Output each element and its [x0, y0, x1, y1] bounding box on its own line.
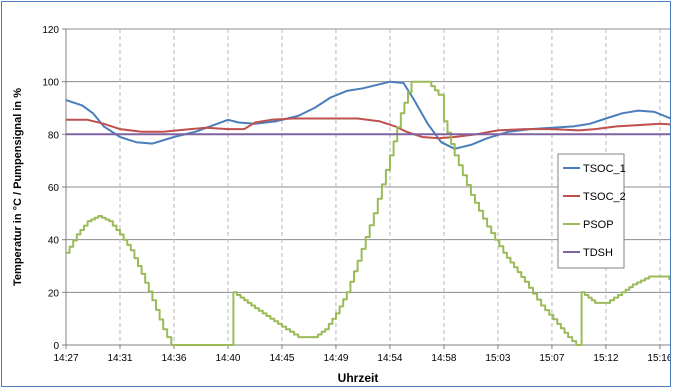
x-tick-label: 14:36 [161, 353, 186, 364]
x-tick-label: 14:58 [431, 353, 456, 364]
series-layer [65, 80, 674, 346]
y-tick-label: 60 [48, 183, 60, 194]
x-tick-label: 14:49 [323, 353, 348, 364]
series-line-psop [66, 80, 674, 346]
line-chart: 0 20 40 60 80 100 120 14:27 14:31 14:36 14:40 14:45… [12, 25, 674, 385]
series-line-tsoc-1 [65, 80, 674, 150]
legend-label-tdsh: TDSH [583, 247, 613, 259]
legend-box [557, 153, 625, 269]
x-tick-label: 15:03 [485, 353, 510, 364]
legend-label-tsoc-1: TSOC_1 [583, 163, 626, 175]
legend-label-psop: PSOP [583, 219, 614, 231]
axes: 0 20 40 60 80 100 120 14:27 14:31 14:36 14:40 14:45… [42, 25, 673, 364]
x-tick-label: 15:07 [539, 353, 564, 364]
x-tick-label: 15:12 [593, 353, 618, 364]
x-tick-label: 14:40 [215, 353, 240, 364]
x-tick-label: 15:16 [647, 353, 670, 364]
y-tick-label: 120 [42, 25, 59, 36]
x-tick-label: 14:27 [53, 353, 78, 364]
x-tick-label: 14:54 [377, 353, 402, 364]
y-tick-label: 40 [48, 236, 60, 247]
legend-label-tsoc-2: TSOC_2 [583, 191, 626, 203]
x-tick-label: 14:45 [269, 353, 294, 364]
y-tick-label: 100 [42, 78, 59, 89]
x-tick-label: 14:31 [107, 353, 132, 364]
legend: TSOC_1 TSOC_2 PSOP TDSH [557, 153, 626, 269]
y-tick-label: 0 [53, 341, 59, 352]
y-tick-label: 20 [48, 288, 60, 299]
y-tick-label: 80 [48, 130, 60, 141]
x-axis-label: Uhrzeit [338, 371, 379, 385]
series-line-tsoc-2 [66, 117, 674, 140]
y-axis-label: Temperatur in °C / Pumpensignal in % [12, 88, 24, 286]
